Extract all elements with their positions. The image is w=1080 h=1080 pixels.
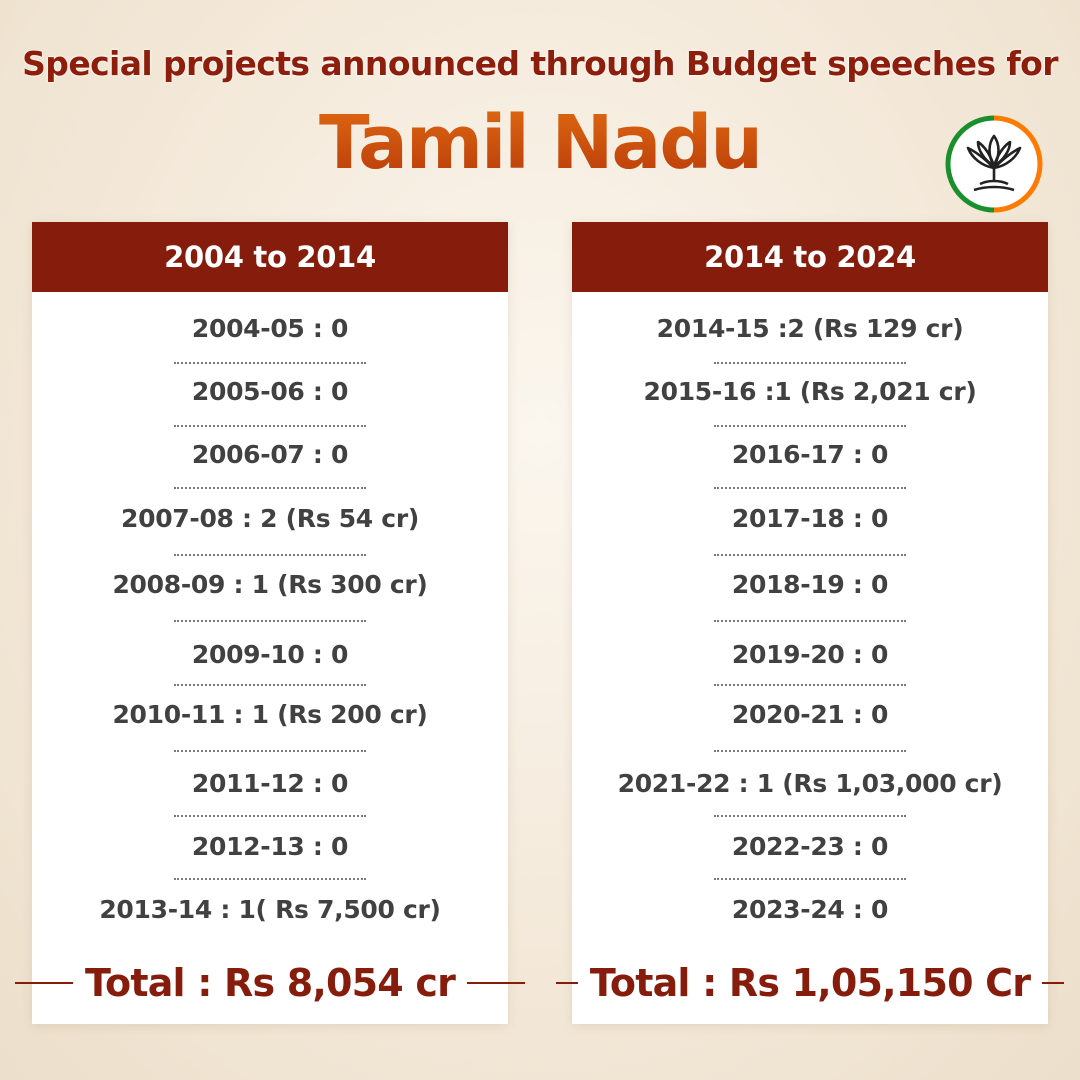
divider: [174, 362, 366, 364]
right-total-value: Total : Rs 1,05,150 Cr: [589, 961, 1031, 1005]
list-item: 2005-06 : 0: [191, 377, 349, 406]
divider: [714, 554, 906, 556]
divider: [1042, 982, 1065, 984]
divider: [174, 425, 366, 427]
divider: [714, 750, 906, 752]
divider: [555, 982, 578, 984]
divider: [174, 684, 366, 686]
list-item: 2010-11 : 1 (Rs 200 cr): [112, 700, 428, 729]
divider: [174, 487, 366, 489]
divider: [714, 815, 906, 817]
list-item: 2016-17 : 0: [731, 440, 889, 469]
list-item: 2014-15 :2 (Rs 129 cr): [656, 314, 964, 343]
left-panel: 2004 to 2014 2004-05 : 0 2005-06 : 0 200…: [14, 222, 526, 1024]
list-item: 2015-16 :1 (Rs 2,021 cr): [643, 377, 977, 406]
left-total-value: Total : Rs 8,054 cr: [84, 961, 456, 1005]
list-item: 2017-18 : 0: [731, 504, 889, 533]
list-item: 2006-07 : 0: [191, 440, 349, 469]
lotus-icon: [945, 115, 1043, 213]
list-item: 2012-13 : 0: [191, 832, 349, 861]
divider: [714, 425, 906, 427]
list-item: 2020-21 : 0: [731, 700, 889, 729]
divider: [174, 554, 366, 556]
right-total: Total : Rs 1,05,150 Cr: [555, 958, 1065, 1008]
right-panel-heading: 2014 to 2024: [572, 222, 1048, 292]
divider: [714, 362, 906, 364]
list-item: 2021-22 : 1 (Rs 1,03,000 cr): [617, 769, 1003, 798]
divider: [174, 620, 366, 622]
list-item: 2022-23 : 0: [731, 832, 889, 861]
divider: [714, 878, 906, 880]
divider: [174, 878, 366, 880]
list-item: 2008-09 : 1 (Rs 300 cr): [112, 570, 428, 599]
list-item: 2013-14 : 1( Rs 7,500 cr): [99, 895, 441, 924]
divider: [714, 487, 906, 489]
list-item: 2018-19 : 0: [731, 570, 889, 599]
list-item: 2019-20 : 0: [731, 640, 889, 669]
divider: [467, 982, 526, 984]
list-item: 2023-24 : 0: [731, 895, 889, 924]
list-item: 2011-12 : 0: [191, 769, 349, 798]
list-item: 2004-05 : 0: [191, 314, 349, 343]
divider: [714, 620, 906, 622]
divider: [174, 815, 366, 817]
divider: [174, 750, 366, 752]
right-panel: 2014 to 2024 2014-15 :2 (Rs 129 cr) 2015…: [555, 222, 1065, 1024]
subtitle: Special projects announced through Budge…: [22, 44, 1058, 83]
left-total: Total : Rs 8,054 cr: [14, 958, 526, 1008]
list-item: 2009-10 : 0: [191, 640, 349, 669]
list-item: 2007-08 : 2 (Rs 54 cr): [121, 504, 419, 533]
divider: [714, 684, 906, 686]
page-title: Tamil Nadu: [0, 100, 1080, 186]
divider: [14, 982, 73, 984]
left-panel-heading: 2004 to 2014: [32, 222, 508, 292]
